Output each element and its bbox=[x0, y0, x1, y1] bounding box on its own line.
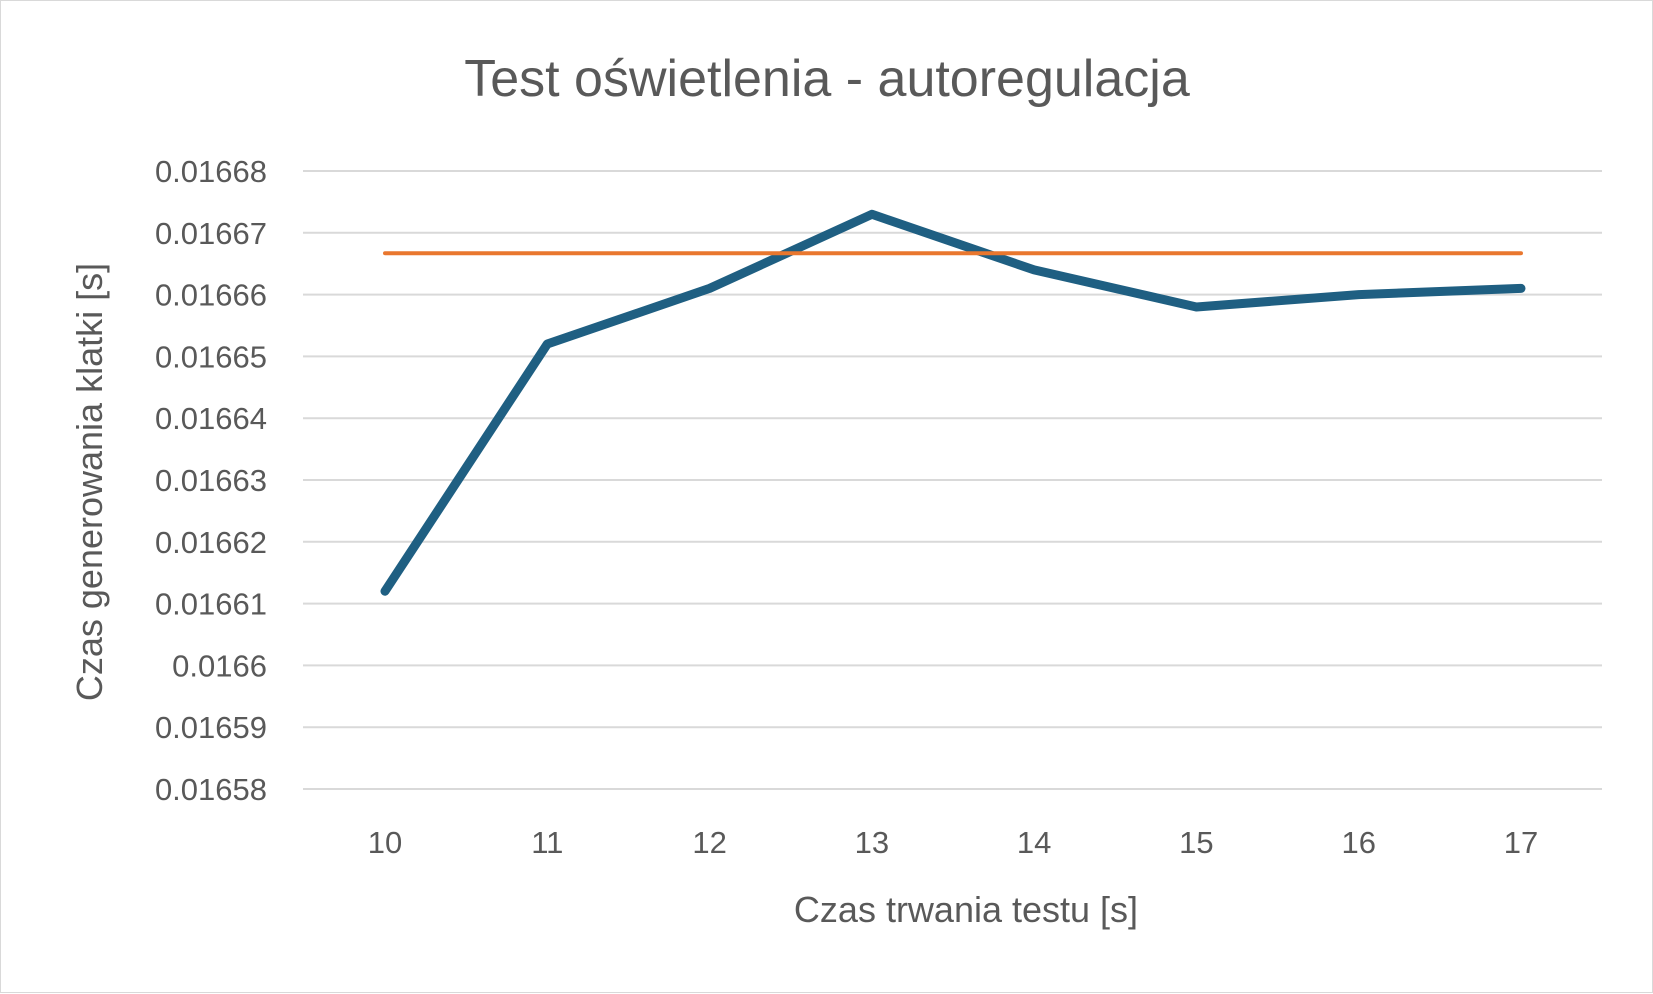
y-tick-label: 0.01662 bbox=[155, 525, 267, 560]
x-tick-label: 15 bbox=[1179, 825, 1213, 860]
y-tick-label: 0.01659 bbox=[155, 710, 267, 745]
x-tick-label: 12 bbox=[692, 825, 726, 860]
x-axis-ticks: 10 11 12 13 14 15 16 17 bbox=[368, 825, 1538, 860]
y-tick-label: 0.01661 bbox=[155, 587, 267, 622]
y-tick-label: 0.01658 bbox=[155, 772, 267, 807]
x-tick-label: 17 bbox=[1504, 825, 1538, 860]
y-axis-ticks: 0.01658 0.01659 0.0166 0.01661 0.01662 0.0166… bbox=[155, 154, 267, 807]
y-tick-label: 0.01667 bbox=[155, 216, 267, 251]
y-tick-label: 0.0166 bbox=[172, 648, 267, 683]
x-axis-title: Czas trwania testu [s] bbox=[794, 889, 1138, 930]
y-tick-label: 0.01664 bbox=[155, 401, 267, 436]
series-line-1 bbox=[385, 214, 1521, 591]
y-tick-label: 0.01666 bbox=[155, 278, 267, 313]
y-tick-label: 0.01663 bbox=[155, 463, 267, 498]
y-tick-label: 0.01668 bbox=[155, 154, 267, 189]
gridlines bbox=[303, 171, 1602, 789]
x-tick-label: 16 bbox=[1341, 825, 1375, 860]
x-tick-label: 13 bbox=[855, 825, 889, 860]
x-tick-label: 10 bbox=[368, 825, 402, 860]
y-tick-label: 0.01665 bbox=[155, 339, 267, 374]
series-lines bbox=[385, 214, 1521, 591]
chart-title: Test oświetlenia - autoregulacja bbox=[464, 50, 1190, 108]
x-tick-label: 14 bbox=[1017, 825, 1051, 860]
y-axis-title: Czas generowania klatki [s] bbox=[69, 263, 110, 701]
x-tick-label: 11 bbox=[531, 825, 563, 860]
